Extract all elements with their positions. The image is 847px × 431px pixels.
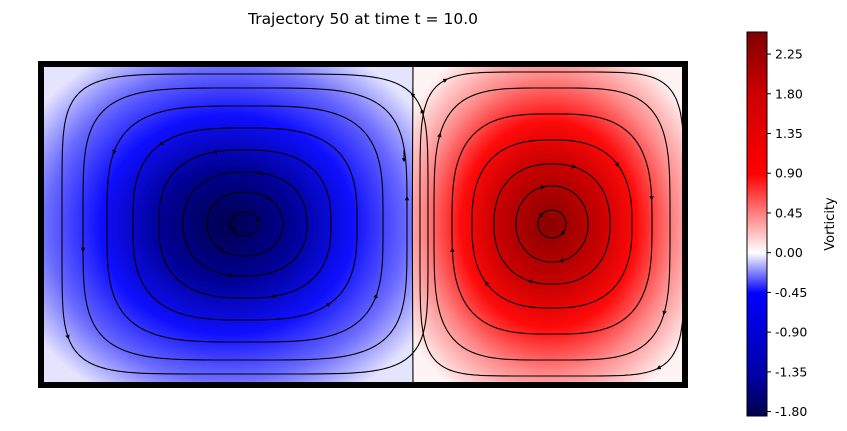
colorbar-tick-label: 0.45: [775, 205, 803, 220]
streamline-arrow: [159, 140, 165, 146]
streamline: [493, 163, 611, 285]
colorbar-tick-label: -0.90: [775, 325, 807, 340]
negative-vorticity-cell: [41, 64, 413, 385]
colorbar-tick-label: -0.45: [775, 285, 807, 300]
streamline: [158, 149, 332, 299]
colorbar-ticks: -1.80 -1.35 -0.90 -0.45 0.00 0.45 0.90 1.35 1.80…: [767, 47, 807, 419]
colorbar-tick-label: 2.25: [775, 47, 803, 62]
streamline-arrow: [112, 149, 117, 155]
colorbar-tick-label: 1.35: [775, 126, 803, 141]
streamline: [433, 87, 671, 361]
separatrix-streamline: [411, 65, 414, 385]
streamline-arrow: [442, 78, 448, 83]
colorbar-label: Vorticity: [823, 197, 838, 251]
streamline-arrow: [420, 108, 425, 114]
streamline: [515, 185, 589, 263]
colorbar-tick-label: 0.90: [775, 166, 803, 181]
colorbar-tick-label: -1.35: [775, 364, 807, 379]
colorbar-gradient: [746, 31, 768, 417]
streamline-arrow: [656, 365, 662, 370]
streamlines: [61, 65, 685, 385]
chart-title: Trajectory 50 at time t = 10.0: [247, 10, 478, 28]
streamline: [451, 113, 653, 335]
colorbar: -1.80 -1.35 -0.90 -0.45 0.00 0.45 0.90 1.35 1.80…: [746, 31, 838, 419]
streamline-arrow: [437, 132, 442, 138]
streamline: [537, 209, 567, 239]
positive-vorticity-cell: [413, 64, 685, 385]
streamline-arrow: [325, 302, 331, 308]
colorbar-tick-label: 1.80: [775, 86, 803, 101]
colorbar-tick-label: -1.80: [775, 404, 807, 419]
streamline-arrow: [65, 334, 70, 340]
streamline: [471, 139, 633, 309]
streamline-arrow: [662, 310, 667, 316]
streamline: [106, 105, 384, 343]
streamline-arrow: [614, 162, 620, 167]
plot-frame: [38, 61, 688, 388]
colorbar-tick-label: 0.00: [775, 245, 803, 260]
streamline: [182, 171, 308, 277]
streamline-arrow: [373, 293, 378, 299]
streamline: [206, 191, 284, 257]
plot-area: [41, 64, 685, 385]
streamline: [230, 211, 260, 237]
streamline-arrow: [484, 281, 490, 286]
streamline: [132, 127, 358, 321]
streamline: [61, 73, 429, 375]
